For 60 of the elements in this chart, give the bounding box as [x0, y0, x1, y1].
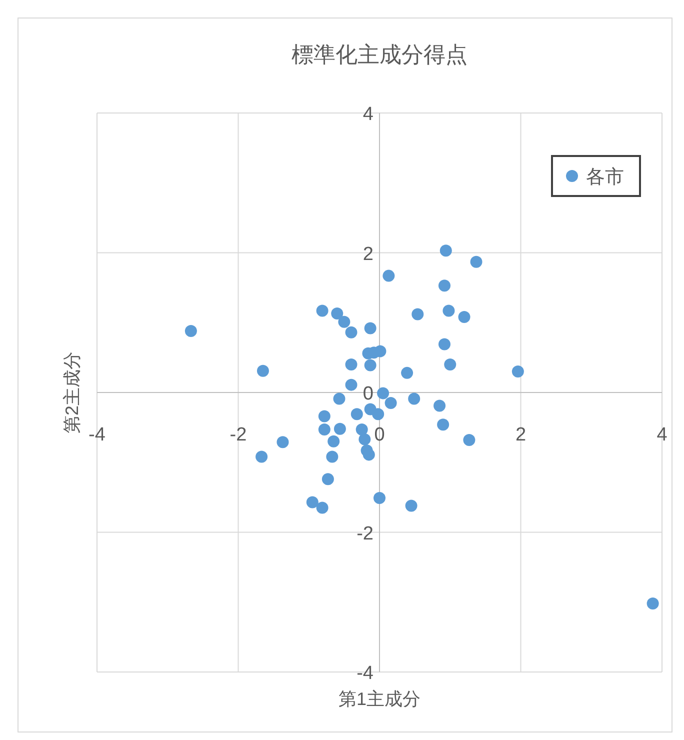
point	[437, 418, 450, 431]
point	[384, 396, 397, 409]
point	[377, 387, 390, 400]
point	[276, 436, 289, 448]
point	[345, 378, 358, 391]
point	[334, 422, 346, 435]
chart-title: 標準化主成分得点	[292, 42, 468, 67]
point	[408, 392, 420, 405]
point	[316, 502, 328, 514]
x-tick-label: -2	[230, 424, 247, 446]
point	[326, 450, 338, 463]
point	[512, 366, 524, 378]
point	[318, 424, 330, 436]
x-tick-label: -4	[88, 424, 106, 446]
point	[434, 400, 446, 412]
point	[405, 500, 418, 512]
point	[444, 358, 456, 371]
point	[646, 598, 659, 610]
point	[382, 270, 395, 282]
point	[438, 338, 450, 350]
point	[438, 280, 450, 292]
point	[328, 435, 340, 448]
point	[256, 450, 268, 463]
y-tick-label: 4	[362, 104, 374, 125]
point	[442, 304, 455, 317]
point	[440, 244, 452, 257]
point	[331, 308, 344, 320]
point	[350, 408, 363, 420]
y-tick-label: 2	[362, 244, 374, 265]
point	[463, 434, 476, 446]
point	[333, 392, 346, 405]
point	[458, 311, 470, 324]
x-tick-label: 4	[656, 424, 668, 446]
point	[322, 473, 334, 486]
y-axis-title: 第2主成分	[62, 351, 82, 434]
point	[306, 496, 318, 508]
point	[358, 433, 371, 446]
legend-label: 各市	[586, 166, 624, 188]
y-tick-label: -4	[356, 663, 374, 684]
point	[372, 408, 384, 420]
point	[364, 359, 376, 372]
point	[338, 316, 350, 328]
point	[364, 322, 376, 334]
point	[412, 308, 424, 320]
legend: 各市	[551, 155, 641, 197]
point	[470, 256, 482, 268]
point	[374, 492, 386, 504]
point	[401, 366, 414, 379]
point	[345, 358, 358, 371]
x-tick-label: 2	[515, 424, 526, 446]
point	[184, 325, 197, 338]
x-axis-title: 第1主成分	[338, 689, 421, 709]
y-tick-label: 0	[362, 384, 374, 404]
y-tick-label: -2	[356, 523, 374, 544]
point	[356, 424, 368, 436]
point	[362, 448, 375, 461]
point	[318, 410, 330, 422]
point	[316, 304, 328, 317]
point	[256, 364, 269, 377]
point	[345, 326, 358, 338]
